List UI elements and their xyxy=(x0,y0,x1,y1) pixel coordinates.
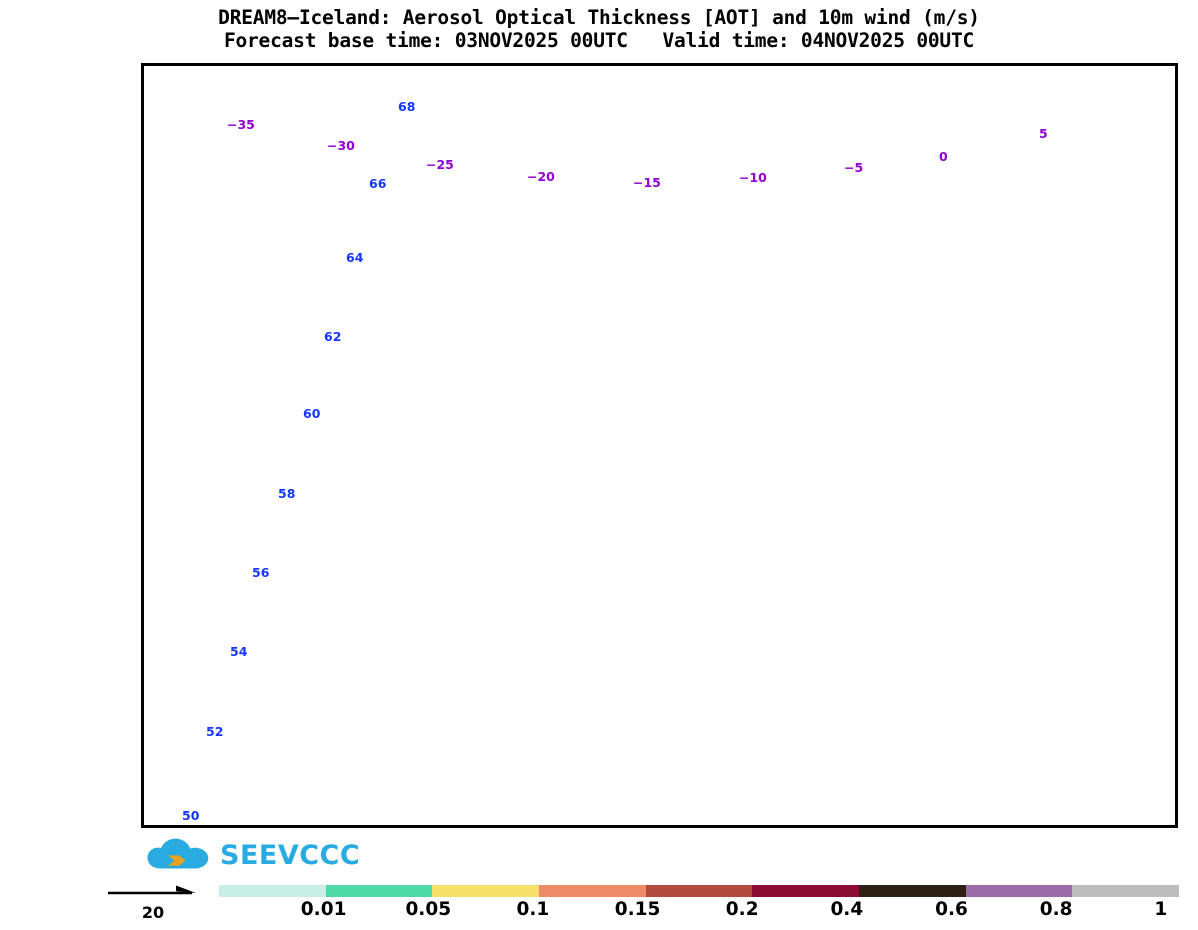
colorbar-segment-5 xyxy=(752,885,860,897)
aot-colorbar-ticks: 0.01 0.05 0.1 0.15 0.2 0.4 0.6 0.8 1 xyxy=(219,899,1179,925)
seevccc-logo[interactable]: SEEVCCC xyxy=(146,836,376,874)
colorbar-tick-4: 0.2 xyxy=(725,899,759,920)
logo-wordmark: SEEVCCC xyxy=(220,839,361,871)
title-line-2: Forecast base time: 03NOV2025 00UTC Vali… xyxy=(223,29,975,52)
colorbar-tick-0: 0.01 xyxy=(300,899,347,920)
colorbar-segment-7 xyxy=(965,885,1073,897)
colorbar-segment-6 xyxy=(859,885,966,897)
colorbar-tick-3: 0.15 xyxy=(614,899,661,920)
colorbar-segment-4 xyxy=(645,885,753,897)
colorbar-tick-1: 0.05 xyxy=(405,899,452,920)
map-canvas xyxy=(144,66,1175,825)
colorbar-segment-3 xyxy=(539,885,646,897)
colorbar-tick-6: 0.6 xyxy=(935,899,968,920)
colorbar-segment-0 xyxy=(219,885,326,897)
map-panel[interactable]: 68 66 64 62 60 58 56 54 52 50 −35 −30 −25 −20 −15 −10 −5… xyxy=(141,63,1178,828)
colorbar-tick-7: 0.8 xyxy=(1039,899,1073,920)
page-title: DREAM8—Iceland: Aerosol Optical Thicknes… xyxy=(0,6,1198,52)
colorbar-segment-1 xyxy=(325,885,433,897)
aot-colorbar[interactable] xyxy=(219,885,1180,897)
wind-reference-arrow-icon xyxy=(108,885,196,895)
wind-scale-reference: 20 xyxy=(106,884,211,926)
wind-scale-value: 20 xyxy=(141,903,165,922)
colorbar-tick-8: 1 xyxy=(1154,899,1168,920)
colorbar-segment-2 xyxy=(432,885,540,897)
colorbar-tick-2: 0.1 xyxy=(516,899,550,920)
colorbar-tick-5: 0.4 xyxy=(830,899,864,920)
cloud-chevron-icon xyxy=(147,838,209,869)
title-line-1: DREAM8—Iceland: Aerosol Optical Thicknes… xyxy=(218,6,980,29)
colorbar-segment-8 xyxy=(1072,885,1180,897)
